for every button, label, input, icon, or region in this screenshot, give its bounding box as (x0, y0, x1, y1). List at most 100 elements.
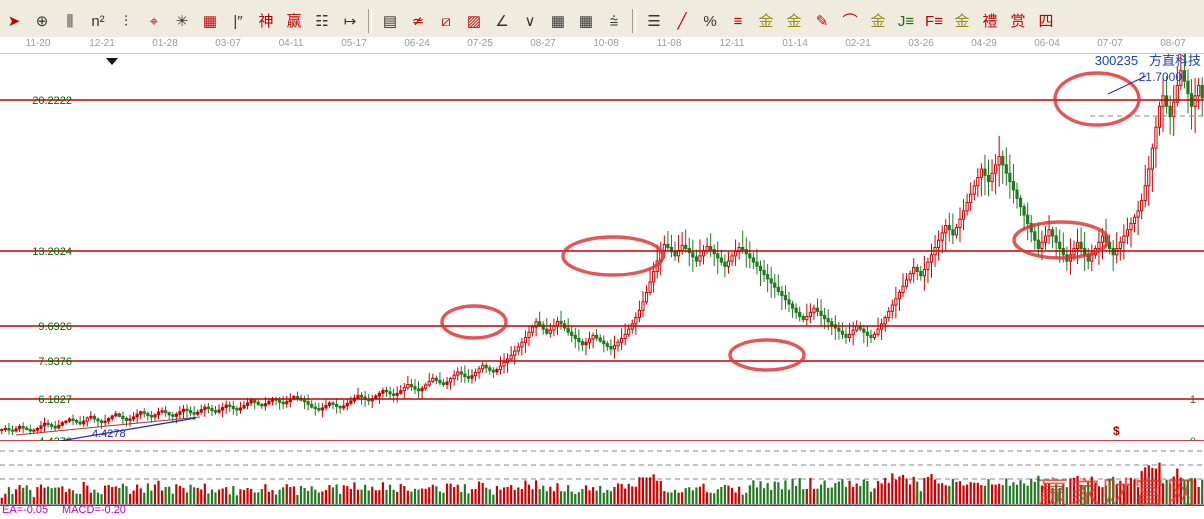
span-arrows-icon[interactable]: ↦ (337, 8, 363, 34)
crosshair-circle-icon[interactable]: ⊕ (29, 8, 55, 34)
ratio-j-icon-glyph: J≡ (897, 12, 915, 30)
angle-lines-icon[interactable]: ⫶ (113, 8, 139, 34)
ellipse-breakout-3 (1053, 71, 1141, 127)
shen-icon-glyph: 神 (258, 12, 274, 30)
pointer-icon[interactable]: ➤ (1, 8, 27, 34)
bars-icon-glyph: ☰ (647, 12, 661, 30)
vertical-marks-icon-glyph: |″ (233, 12, 243, 30)
price-chart-canvas[interactable]: 20.2222 13.2024 9.6926 7.9376 6.1827 1 4.4278 0… (0, 54, 1204, 441)
ying-icon[interactable]: 赢 (281, 8, 307, 34)
ying-chart-icon-glyph: 赏 (1010, 12, 1026, 30)
stock-code: 300235 (1094, 53, 1139, 68)
price-level-label: 13.2024 (32, 246, 72, 258)
grid-box-icon-glyph: ▦ (202, 12, 218, 30)
ruler-icon[interactable]: ☷ (309, 8, 335, 34)
si-icon[interactable]: 四 (1033, 8, 1059, 34)
trend-slope-icon[interactable]: ∠ (489, 8, 515, 34)
grid-dense-icon-glyph: ▦ (578, 12, 594, 30)
chart-marker-triangle-icon (106, 58, 118, 65)
price-level-label: 4.4278 (38, 436, 72, 441)
date-tick-label: 01-14 (782, 38, 808, 49)
date-tick-label: 11-20 (25, 38, 51, 49)
zigzag-icon-glyph: ∨ (524, 12, 536, 30)
ruler-icon-glyph: ☷ (315, 12, 329, 30)
span-arrows-icon-glyph: ↦ (343, 12, 357, 30)
frame-icon[interactable]: ▤ (377, 8, 403, 34)
arc-icon-glyph: ⌒ (842, 12, 858, 30)
shaded-box-icon[interactable]: ▨ (461, 8, 487, 34)
date-tick-label: 12-11 (719, 38, 745, 49)
shaded-box-icon-glyph: ▨ (466, 12, 482, 30)
date-tick-label: 08-07 (1160, 38, 1186, 49)
macd-value: MACD=-0.20 (62, 505, 126, 516)
volume-canvas (0, 450, 1204, 505)
n-squared-icon[interactable]: n² (85, 8, 111, 34)
pen-icon[interactable]: ✎ (809, 8, 835, 34)
gold-lines-icon[interactable]: 金 (781, 8, 807, 34)
price-level-label: 9.6926 (38, 321, 72, 333)
indicator-strip (0, 505, 1204, 506)
ellipse-breakout-2 (561, 235, 665, 277)
target-icon[interactable]: ⌖ (141, 8, 167, 34)
gold-lines-icon-glyph: 金 (786, 12, 802, 30)
fan-lines-icon[interactable]: ≄ (405, 8, 431, 34)
date-tick-label: 11-08 (656, 38, 682, 49)
annotation-ellipses (440, 71, 1141, 372)
grid-box-icon[interactable]: ▦ (197, 8, 223, 34)
ratio-f-icon-glyph: F≡ (925, 12, 943, 30)
toolbar-button-row: ➤ ⊕ ⫼ n² ⫶ ⌖ ✳ ▦ |″ 神赢 ☷ ↦ ▤ ≄ ⧄ ▨ ∠ ∨ ▦ ▦ ⩭ ☰ ╱% ≡ 金金 ✎ ⌒ 金 J≡ F≡ 金禮赏… (0, 6, 1060, 36)
target-icon-glyph: ⌖ (149, 12, 159, 30)
percent-slash-icon[interactable]: ╱ (669, 8, 695, 34)
last-price-label: 21.7000 (1138, 70, 1182, 84)
date-tick-label: 12-21 (89, 38, 115, 49)
zigzag-icon[interactable]: ∨ (517, 8, 543, 34)
grid-dense-icon[interactable]: ▦ (573, 8, 599, 34)
arc-icon[interactable]: ⌒ (837, 8, 863, 34)
box-diagonal-icon[interactable]: ⧄ (433, 8, 459, 34)
ellipse-breakout-1 (440, 304, 508, 340)
pen-icon-glyph: ✎ (815, 12, 829, 30)
parallel-channel-icon[interactable]: ⩭ (601, 8, 627, 34)
main-toolbar: ➤ ⊕ ⫼ n² ⫶ ⌖ ✳ ▦ |″ 神赢 ☷ ↦ ▤ ≄ ⧄ ▨ ∠ ∨ ▦ ▦ ⩭ ☰ ╱% ≡ 金金 ✎ ⌒ 金 J≡ F≡ 金禮赏… (0, 0, 1204, 38)
li-icon[interactable]: 禮 (977, 8, 1003, 34)
comb-lines-icon[interactable]: ⫼ (57, 8, 83, 34)
percent-lines-icon[interactable]: ≡ (725, 8, 751, 34)
trendline-price-label: 4.4278 (92, 428, 126, 440)
fan-lines-icon-glyph: ≄ (411, 12, 425, 30)
trend-slope-icon-glyph: ∠ (495, 12, 509, 30)
date-tick-label: 07-25 (467, 38, 493, 49)
ratio-f-icon[interactable]: F≡ (921, 8, 947, 34)
price-chart-pane[interactable]: 20.2222 13.2024 9.6926 7.9376 6.1827 1 4.4278 0… (0, 54, 1204, 441)
percent-icon[interactable]: % (697, 8, 723, 34)
ratio-j-icon[interactable]: J≡ (893, 8, 919, 34)
frame-icon-glyph: ▤ (382, 12, 398, 30)
box-diagonal-icon-glyph: ⧄ (441, 12, 451, 30)
ying-chart-icon[interactable]: 赏 (1005, 8, 1031, 34)
date-tick-label: 02-21 (845, 38, 871, 49)
vertical-marks-icon[interactable]: |″ (225, 8, 251, 34)
toolbar-separator (632, 9, 636, 33)
gold-circle-icon-glyph: 金 (758, 12, 774, 30)
stock-name: 方直科技 (1148, 53, 1201, 68)
price-level-label: 7.9376 (38, 356, 72, 368)
crosshair-circle-icon-glyph: ⊕ (35, 12, 49, 30)
gold-circle-icon[interactable]: 金 (753, 8, 779, 34)
dollar-marker-icon: $ (1113, 424, 1120, 438)
comb-lines-icon-glyph: ⫼ (66, 12, 74, 30)
date-tick-label: 05-17 (341, 38, 367, 49)
bars-icon[interactable]: ☰ (641, 8, 667, 34)
volume-pane[interactable] (0, 441, 1204, 505)
gold-ratio-icon[interactable]: 金 (865, 8, 891, 34)
date-tick-label: 03-26 (908, 38, 934, 49)
starburst-icon[interactable]: ✳ (169, 8, 195, 34)
angle-lines-icon-glyph: ⫶ (124, 12, 128, 30)
date-axis: 11-20 12-21 01-28 03-07 04-11 05-17 06-24 07-25… (0, 37, 1204, 54)
date-tick-label: 03-07 (215, 38, 241, 49)
gold-bar-icon-glyph: 金 (954, 12, 970, 30)
shen-icon[interactable]: 神 (253, 8, 279, 34)
grid-icon[interactable]: ▦ (545, 8, 571, 34)
trend-line-annotation: 4.4278 (15, 75, 1147, 441)
grid-icon-glyph: ▦ (550, 12, 566, 30)
gold-bar-icon[interactable]: 金 (949, 8, 975, 34)
percent-icon-glyph: % (703, 12, 717, 30)
